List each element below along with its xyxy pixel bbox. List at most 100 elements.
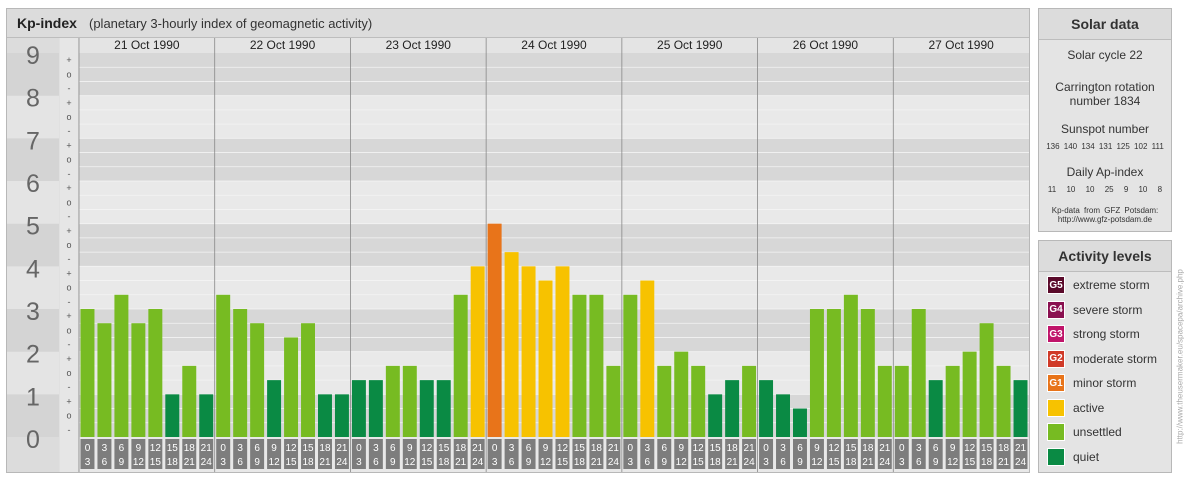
interval-start-label: 6	[390, 443, 396, 454]
interval-end-label: 3	[356, 457, 362, 468]
interval-box	[521, 439, 536, 469]
legend-label: minor storm	[1073, 376, 1137, 390]
interval-box	[436, 439, 451, 469]
interval-box	[572, 439, 587, 469]
y-minor-mark: o	[66, 240, 71, 250]
interval-box	[318, 439, 332, 469]
interval-start-label: 12	[693, 443, 705, 454]
interval-end-label: 21	[455, 457, 467, 468]
interval-start-label: 3	[237, 443, 243, 454]
interval-box	[555, 439, 570, 469]
interval-end-label: 9	[390, 457, 396, 468]
y-axis-band	[7, 181, 59, 224]
kp-bar	[233, 309, 248, 437]
kp-chart-panel: 0 1 2 3 4 5 6 7 8 9- o + - o + - o + - o + - o + - o + - o + - o + - o +21 …	[6, 8, 1030, 473]
interval-box	[928, 439, 943, 469]
interval-box	[182, 439, 197, 469]
kp-bar	[776, 394, 790, 437]
kp-bar	[97, 323, 112, 437]
sunspot-values: 136 140 134 131 125 102 111	[1046, 142, 1164, 151]
y-tick-label: 3	[26, 298, 40, 326]
interval-box	[504, 439, 519, 469]
kp-bar	[606, 365, 621, 437]
chart-subtitle: (planetary 3-hourly index of geomagnetic…	[89, 16, 373, 31]
interval-end-label: 15	[285, 457, 297, 468]
interval-box	[148, 439, 163, 469]
kp-bar	[470, 266, 485, 437]
kp-bar	[436, 380, 451, 437]
y-minor-mark: o	[66, 197, 71, 207]
kp-bar	[657, 365, 672, 437]
y-minor-mark: +	[66, 311, 71, 321]
y-minor-mark: o	[66, 283, 71, 293]
kp-bar	[826, 309, 841, 437]
interval-end-label: 12	[811, 457, 823, 468]
interval-box	[742, 439, 757, 469]
y-minor-mark: -	[68, 425, 71, 435]
interval-end-label: 21	[998, 457, 1010, 468]
interval-start-label: 18	[319, 443, 331, 454]
interval-start-label: 9	[543, 443, 549, 454]
kp-bar	[725, 380, 740, 437]
interval-start-label: 6	[933, 443, 939, 454]
interval-box	[250, 439, 265, 469]
interval-box	[606, 439, 621, 469]
interval-box	[657, 439, 672, 469]
interval-box	[708, 439, 723, 469]
kp-bar	[351, 380, 366, 437]
interval-end-label: 9	[254, 457, 260, 468]
sunspot-label: Sunspot number	[1060, 122, 1150, 136]
kp-bar	[148, 309, 163, 437]
legend-item: unsettled	[1047, 422, 1122, 442]
day-label: 23 Oct 1990	[386, 38, 452, 52]
interval-box	[979, 439, 994, 469]
interval-start-label: 0	[356, 443, 362, 454]
interval-end-label: 6	[102, 457, 108, 468]
interval-end-label: 15	[150, 457, 162, 468]
kp-bar	[555, 266, 570, 437]
interval-start-label: 15	[710, 443, 722, 454]
interval-box	[996, 439, 1011, 469]
interval-box	[860, 439, 875, 469]
kp-bar	[318, 394, 332, 437]
interval-box	[216, 439, 231, 469]
interval-end-label: 24	[608, 457, 620, 468]
kp-bar	[843, 294, 858, 437]
legend-item: G3 strong storm	[1047, 324, 1140, 344]
y-tick-label: 8	[26, 85, 40, 113]
credit-text: http://www.theusermaker.eu/spacepa/archi…	[1175, 269, 1184, 444]
interval-end-label: 15	[421, 457, 433, 468]
legend-label: quiet	[1073, 449, 1100, 464]
interval-end-label: 3	[628, 457, 634, 468]
y-tick-label: 7	[26, 127, 40, 155]
y-minor-mark: o	[66, 155, 71, 165]
interval-start-label: 6	[254, 443, 260, 454]
legend-label: strong storm	[1073, 327, 1140, 341]
interval-start-label: 15	[981, 443, 993, 454]
carrington-line2: number 1834	[1069, 94, 1141, 108]
ap-label: Daily Ap-index	[1066, 165, 1144, 179]
y-minor-mark: -	[68, 212, 71, 222]
interval-start-label: 0	[85, 443, 91, 454]
interval-start-label: 9	[814, 443, 820, 454]
interval-end-label: 3	[220, 457, 226, 468]
interval-end-label: 9	[119, 457, 125, 468]
interval-start-label: 21	[472, 443, 484, 454]
source-line2[interactable]: http://www.gfz-potsdam.de	[1057, 215, 1153, 224]
kp-bar	[911, 309, 926, 437]
kp-bar	[504, 252, 519, 437]
interval-end-label: 24	[201, 457, 213, 468]
kp-bar	[640, 280, 655, 437]
y-tick-label: 0	[26, 426, 40, 454]
interval-box	[877, 439, 892, 469]
interval-start-label: 0	[763, 443, 769, 454]
kp-bar	[860, 309, 875, 437]
interval-start-label: 3	[780, 443, 786, 454]
legend-swatch: G3	[1047, 325, 1065, 343]
ap-values: 11 10 10 25 9 10 8	[1047, 185, 1163, 194]
legend-swatch: G4	[1047, 300, 1065, 319]
y-tick-label: 9	[26, 42, 40, 70]
interval-end-label: 21	[862, 457, 874, 468]
interval-start-label: 15	[845, 443, 857, 454]
kp-bar	[419, 380, 434, 437]
